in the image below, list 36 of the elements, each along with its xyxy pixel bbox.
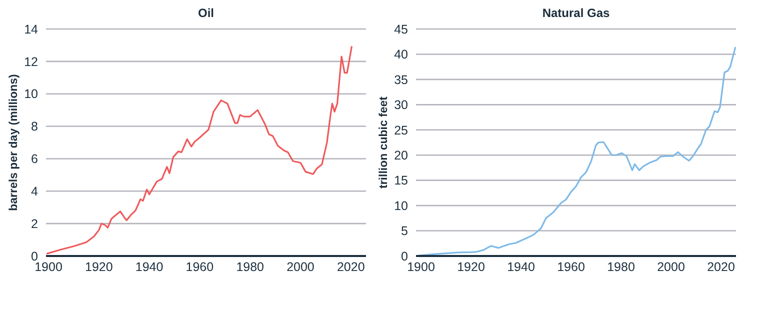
y-tick-label: 6 [31, 152, 38, 166]
x-tick-label: 1940 [507, 260, 535, 274]
line-series [418, 46, 736, 256]
x-tick-label: 2000 [657, 260, 685, 274]
y-tick-label: 10 [394, 198, 408, 213]
x-tick-label: 2020 [707, 260, 735, 274]
x-tick-label: 1960 [557, 260, 585, 274]
y-tick-label: 8 [31, 120, 38, 134]
y-tick-label: 14 [24, 22, 38, 36]
y-tick-label: 25 [394, 123, 408, 138]
y-tick-label: 2 [31, 216, 38, 231]
y-tick-label: 0 [401, 249, 408, 264]
chart-title: Natural Gas [542, 6, 610, 20]
y-tick-label: 35 [394, 72, 408, 87]
x-tick-label: 1920 [85, 260, 113, 274]
x-tick-label: 1980 [607, 260, 635, 274]
y-tick-label: 20 [394, 148, 408, 162]
x-tick-label: 1940 [135, 260, 164, 274]
y-tick-label: 12 [24, 54, 38, 69]
chart-title: Oil [198, 6, 214, 20]
x-tick-label: 2020 [336, 260, 365, 274]
y-axis-title: barrels per day (millions) [8, 74, 20, 211]
y-tick-label: 45 [394, 22, 408, 36]
y-tick-label: 5 [401, 224, 408, 238]
y-tick-label: 40 [394, 48, 408, 62]
x-tick-label: 1980 [236, 260, 264, 274]
x-tick-label: 2000 [286, 260, 314, 274]
x-tick-label: 1900 [407, 260, 435, 274]
y-tick-label: 15 [394, 174, 408, 188]
x-tick-label: 1920 [457, 260, 485, 274]
y-tick-label: 30 [394, 98, 408, 112]
y-tick-label: 4 [31, 184, 38, 199]
y-tick-label: 10 [24, 87, 38, 102]
line-series [46, 46, 352, 254]
y-axis-title: trillion cubic feet [378, 96, 390, 189]
x-tick-label: 1960 [186, 260, 214, 274]
